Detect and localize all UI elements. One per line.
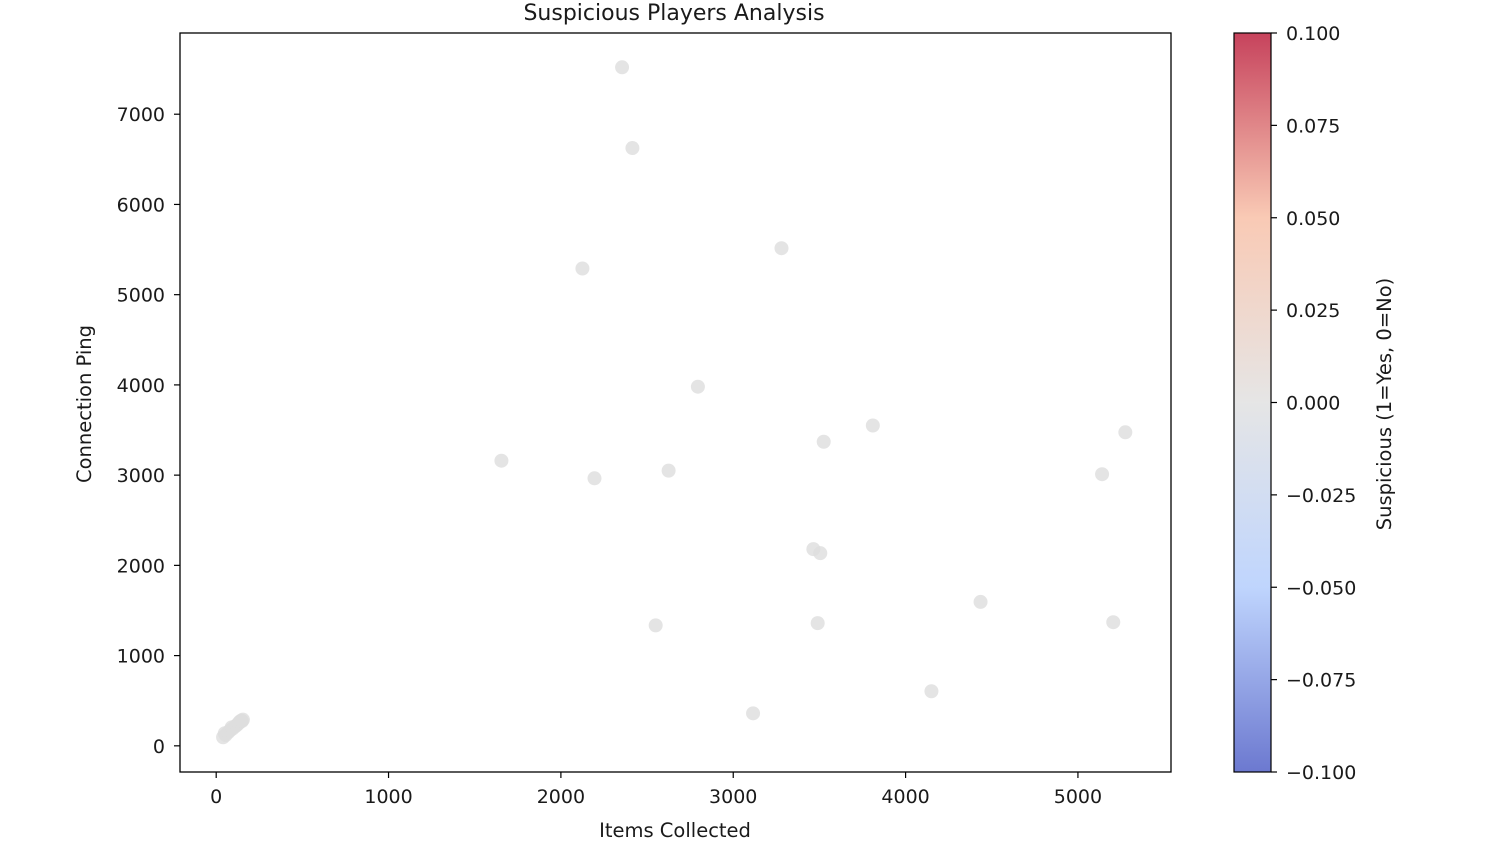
- y-tick-label: 4000: [117, 375, 165, 397]
- colorbar-label: Suspicious (1=Yes, 0=No): [1373, 278, 1396, 531]
- y-tick-label: 1000: [117, 646, 165, 668]
- y-axis-label: Connection Ping: [73, 325, 96, 483]
- points-layer: [216, 60, 1133, 745]
- colorbar-tick-label: −0.050: [1286, 577, 1356, 599]
- x-tick-label: 3000: [709, 786, 757, 808]
- colorbar-tick-label: 0.000: [1286, 393, 1340, 415]
- x-tick-label: 5000: [1054, 786, 1102, 808]
- y-tick-label: 3000: [117, 465, 165, 487]
- data-point: [235, 712, 250, 727]
- x-tick-label: 1000: [364, 786, 412, 808]
- data-point: [494, 453, 509, 468]
- x-axis-label: Items Collected: [599, 819, 751, 842]
- x-tick-label: 4000: [881, 786, 929, 808]
- data-point: [774, 241, 789, 256]
- colorbar-tick-label: 0.100: [1286, 23, 1340, 45]
- y-tick-label: 6000: [117, 194, 165, 216]
- data-point: [587, 471, 602, 486]
- chart-title: Suspicious Players Analysis: [523, 1, 824, 26]
- x-axis-ticks: 0 1000 2000 3000 4000 5000: [210, 772, 1102, 808]
- plot-frame: [179, 32, 1172, 773]
- y-tick-label: 7000: [117, 104, 165, 126]
- data-point: [648, 618, 663, 633]
- data-point: [746, 706, 761, 721]
- x-tick-label: 0: [210, 786, 222, 808]
- colorbar-tick-label: 0.050: [1286, 208, 1340, 230]
- data-point: [690, 379, 705, 394]
- data-point: [625, 141, 640, 156]
- data-point: [661, 463, 676, 478]
- colorbar-tick-label: −0.025: [1286, 485, 1356, 507]
- data-point: [973, 594, 988, 609]
- data-point: [813, 546, 828, 561]
- colorbar-tick-label: −0.075: [1286, 670, 1356, 692]
- colorbar-tick-label: 0.075: [1286, 115, 1340, 137]
- y-tick-label: 5000: [117, 285, 165, 307]
- y-tick-label: 0: [153, 736, 165, 758]
- data-point: [924, 684, 939, 699]
- y-axis-ticks: 0 1000 2000 3000 4000 5000 6000 7000: [117, 104, 180, 758]
- data-point: [575, 261, 590, 276]
- colorbar-tick-label: 0.025: [1286, 300, 1340, 322]
- x-tick-label: 2000: [537, 786, 585, 808]
- data-point: [1106, 615, 1121, 630]
- y-tick-label: 2000: [117, 555, 165, 577]
- data-point: [816, 434, 831, 449]
- data-point: [810, 616, 825, 631]
- data-point: [1118, 425, 1133, 440]
- colorbar-ticks: 0.100 0.075 0.050 0.025 0.000 −0.025 −0.050 −0.…: [1271, 23, 1356, 784]
- data-point: [865, 418, 880, 433]
- data-point: [1095, 467, 1110, 482]
- data-point: [615, 60, 630, 75]
- colorbar-tick-label: −0.100: [1286, 762, 1356, 784]
- colorbar: [1233, 32, 1272, 773]
